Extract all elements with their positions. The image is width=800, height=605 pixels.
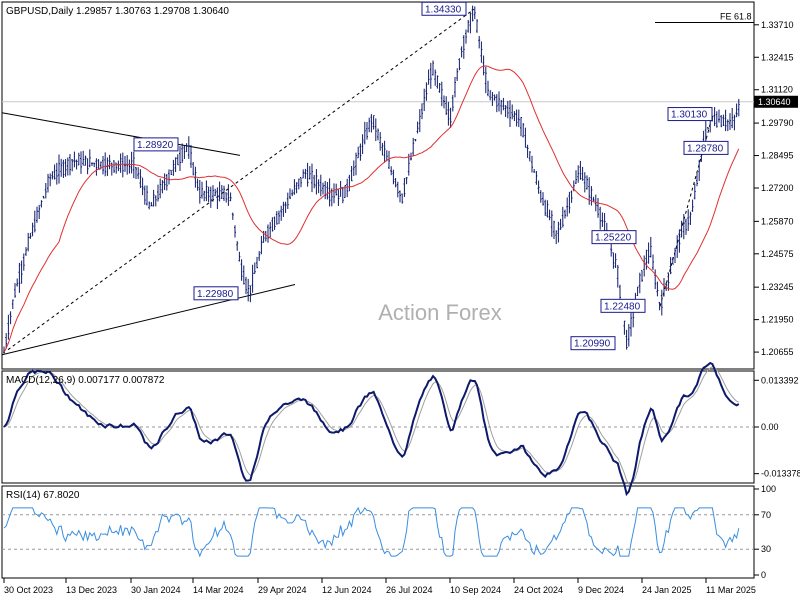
price-label: 1.25220	[595, 233, 632, 244]
x-axis-tick-label: 10 Sep 2024	[450, 585, 501, 595]
x-axis-tick-label: 24 Jan 2025	[642, 585, 692, 595]
rsi-axis-tick-label: 100	[761, 484, 776, 494]
macd-line	[3, 361, 740, 497]
current-price-box	[754, 95, 798, 108]
price-axis-tick-label: 1.29790	[761, 118, 794, 128]
price-label-box	[421, 1, 467, 16]
price-axis-tick-label: 1.28495	[761, 151, 794, 161]
header-low: 1.29708	[154, 6, 191, 17]
price-label-box	[133, 137, 179, 152]
x-axis-tick-label: 29 Apr 2024	[258, 585, 307, 595]
rsi-pane-frame	[1, 485, 755, 579]
rsi-line	[3, 506, 740, 558]
macd-axis-tick-label: 0.00	[761, 422, 779, 432]
price-label: 1.30130	[671, 110, 708, 121]
x-axis-tick-label: 13 Dec 2023	[66, 585, 117, 595]
header-symbol: GBPUSD,Daily	[6, 6, 73, 17]
x-axis-tick-label: 30 Oct 2023	[4, 585, 53, 595]
x-axis-tick-label: 11 Mar 2025	[706, 585, 756, 595]
price-axis-tick-label: 1.32415	[761, 52, 794, 62]
macd-axis-tick-label: 0.013392	[761, 375, 799, 385]
x-axis-tick-label: 14 Mar 2024	[193, 585, 244, 595]
header-close: 1.30640	[193, 6, 230, 17]
price-axis-tick-label: 1.20655	[761, 347, 794, 357]
trendline-upper-channel	[1, 112, 241, 156]
price-axis-tick-label: 1.33710	[761, 20, 794, 30]
price-label-box	[600, 298, 646, 313]
price-label-box	[193, 286, 239, 301]
rsi-axis-tick-label: 70	[761, 510, 771, 520]
price-label-box	[683, 140, 729, 155]
watermark: Action Forex	[378, 300, 502, 325]
price-header-symbol: GBPUSD,Daily 1.29857 1.30763 1.29708 1.3…	[6, 6, 229, 17]
rsi-axis-tick-label: 0	[761, 570, 766, 580]
trendline-lower-channel	[1, 284, 296, 356]
price-axis-tick-label: 1.27200	[761, 183, 794, 193]
price-label: 1.28780	[687, 143, 724, 154]
price-axis-tick-label: 1.31120	[761, 85, 793, 95]
rsi-title: RSI(14) 67.8020	[6, 490, 80, 501]
price-axis-tick-label: 1.25870	[761, 216, 794, 226]
rsi-axis-tick-label: 30	[761, 544, 771, 554]
trendline-dashed-major	[7, 8, 475, 351]
price-axis-tick-label: 1.23245	[761, 282, 794, 292]
current-price-label: 1.30640	[758, 97, 791, 107]
x-axis-tick-label: 24 Oct 2024	[514, 585, 563, 595]
price-axis-tick-label: 1.24575	[761, 249, 794, 259]
x-axis-tick-label: 30 Jan 2024	[131, 585, 181, 595]
macd-axis-tick-label: -0.013378	[761, 469, 800, 479]
price-label: 1.22980	[197, 289, 234, 300]
x-axis-tick-label: 9 Dec 2024	[578, 585, 624, 595]
price-label-box	[570, 336, 616, 351]
price-label: 1.22480	[604, 301, 641, 312]
header-high: 1.30763	[115, 6, 152, 17]
price-label-box	[591, 230, 637, 245]
price-axis-tick-label: 1.21950	[761, 315, 794, 325]
price-label: 1.20990	[574, 339, 611, 350]
x-axis-tick-label: 12 Jun 2024	[322, 585, 372, 595]
header-open: 1.29857	[76, 6, 113, 17]
x-axis-tick-label: 26 Jul 2024	[386, 585, 433, 595]
price-pane-frame	[1, 1, 755, 370]
macd-title: MACD(12,26,9) 0.007177 0.007872	[6, 375, 165, 386]
price-label: 1.28920	[137, 140, 174, 151]
price-label: 1.34330	[425, 4, 462, 15]
fe-label: FE 61.8	[720, 12, 752, 22]
price-label-box	[667, 107, 713, 122]
moving-average-line	[3, 65, 740, 353]
